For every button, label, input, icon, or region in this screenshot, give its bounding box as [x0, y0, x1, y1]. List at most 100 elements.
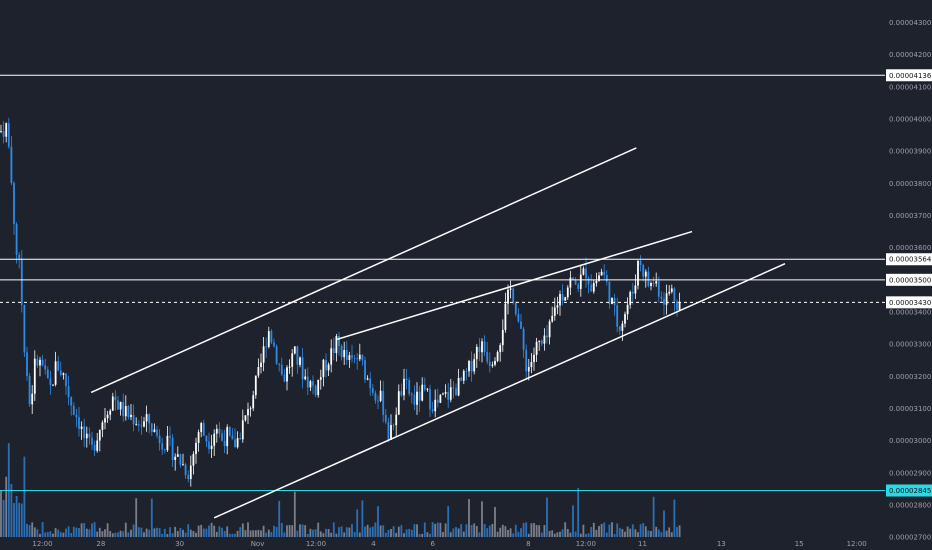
candle-body [668, 291, 671, 294]
volume-bar [629, 528, 632, 537]
candle-body [319, 377, 322, 380]
candle-body [582, 268, 585, 275]
price-level-badge [886, 69, 932, 82]
candle-body [408, 380, 411, 394]
trend-line[interactable] [90, 147, 637, 394]
candle-body [98, 429, 101, 441]
candle-body [54, 361, 57, 385]
candle-body [335, 335, 338, 354]
volume-bar [96, 531, 99, 537]
candle-body [483, 341, 486, 352]
x-tick-label: 12:00 [847, 540, 867, 548]
candle-body [642, 265, 645, 277]
candle-body [384, 414, 387, 422]
volume-bar [309, 528, 312, 537]
candle-body [509, 288, 512, 290]
volume-bar [156, 527, 158, 537]
y-tick-label: 0.00003300 [889, 341, 931, 349]
price-level-badge [886, 253, 932, 266]
candle-body [309, 381, 312, 388]
candle-body [678, 301, 681, 310]
candle-body [564, 297, 567, 301]
candle-body [306, 376, 309, 388]
volume-bar [137, 527, 140, 537]
volume-bar [611, 522, 613, 537]
volume-bar [605, 532, 608, 537]
candle-body [208, 441, 210, 449]
volume-bar [608, 524, 611, 537]
volume-bar [299, 524, 301, 537]
volume-bar [208, 525, 210, 537]
volume-bar [252, 530, 255, 537]
candle-body [426, 388, 429, 390]
volume-bar [270, 531, 273, 537]
volume-bar [345, 527, 348, 537]
volume-bar [481, 501, 483, 537]
trend-line[interactable] [336, 230, 693, 341]
y-tick-label: 0.00004100 [889, 83, 931, 91]
volume-bar [158, 528, 161, 537]
volume-bar [54, 528, 57, 537]
candle-body [124, 405, 127, 417]
candle-body [33, 358, 36, 394]
trend-lines[interactable] [90, 147, 786, 519]
candle-body [314, 385, 317, 396]
volume-bar [101, 531, 104, 537]
candle-body [143, 421, 145, 427]
volume-bar [124, 522, 127, 537]
volume-bar [353, 531, 356, 537]
candle-body [65, 373, 67, 387]
candle-body [257, 367, 260, 376]
time-axis[interactable]: 12:00 28 30 Nov 12:00 4 6 8 12:00 11 13 15 12:00 [32, 540, 866, 548]
candle-body [13, 183, 15, 224]
volume-bar [678, 525, 681, 537]
volume-bar [655, 526, 658, 537]
candle-body [650, 283, 652, 286]
volume-bar [317, 522, 320, 537]
candle-body [551, 315, 554, 322]
volume-bar [618, 527, 621, 537]
horizontal-levels[interactable] [0, 74, 885, 491]
volume-bar [244, 530, 247, 537]
y-tick-label: 0.00003400 [889, 308, 931, 316]
candle-body [616, 305, 619, 327]
candle-body [10, 146, 13, 184]
trend-line[interactable] [213, 263, 786, 519]
candle-body [431, 409, 434, 412]
x-tick-label: 6 [431, 540, 436, 548]
candle-body [59, 370, 62, 375]
price-level-badge-label: 0.00002845 [889, 487, 931, 495]
volume-bar [187, 524, 190, 537]
candle-body [36, 358, 39, 366]
volume-bar [262, 525, 265, 537]
volume-bar [273, 525, 275, 537]
candle-body [439, 394, 442, 403]
volume-bar [312, 529, 314, 537]
volume-bar [514, 524, 517, 537]
candle-body [522, 328, 525, 350]
volume-bar [673, 499, 676, 537]
candle-body [111, 396, 114, 411]
volume-bar [39, 533, 41, 537]
volume-bar [582, 524, 585, 537]
volume-bar [574, 531, 577, 537]
y-tick-label: 0.00003000 [889, 437, 931, 445]
candle-body [499, 345, 502, 353]
volume-bars [0, 443, 681, 537]
candle-body [23, 305, 26, 353]
candle-body [26, 352, 28, 376]
candle-body [62, 373, 65, 375]
candle-body [462, 370, 465, 381]
candle-body [644, 271, 647, 277]
volume-bar [322, 533, 325, 537]
volume-bar [426, 532, 429, 537]
candle-body [70, 397, 73, 406]
volume-bar [72, 526, 75, 537]
candle-body [387, 421, 390, 440]
y-tick-label: 0.00003700 [889, 212, 931, 220]
volume-bar [525, 522, 528, 537]
volume-bar [670, 532, 673, 537]
candle-body [540, 340, 543, 344]
candle-body [382, 390, 385, 415]
